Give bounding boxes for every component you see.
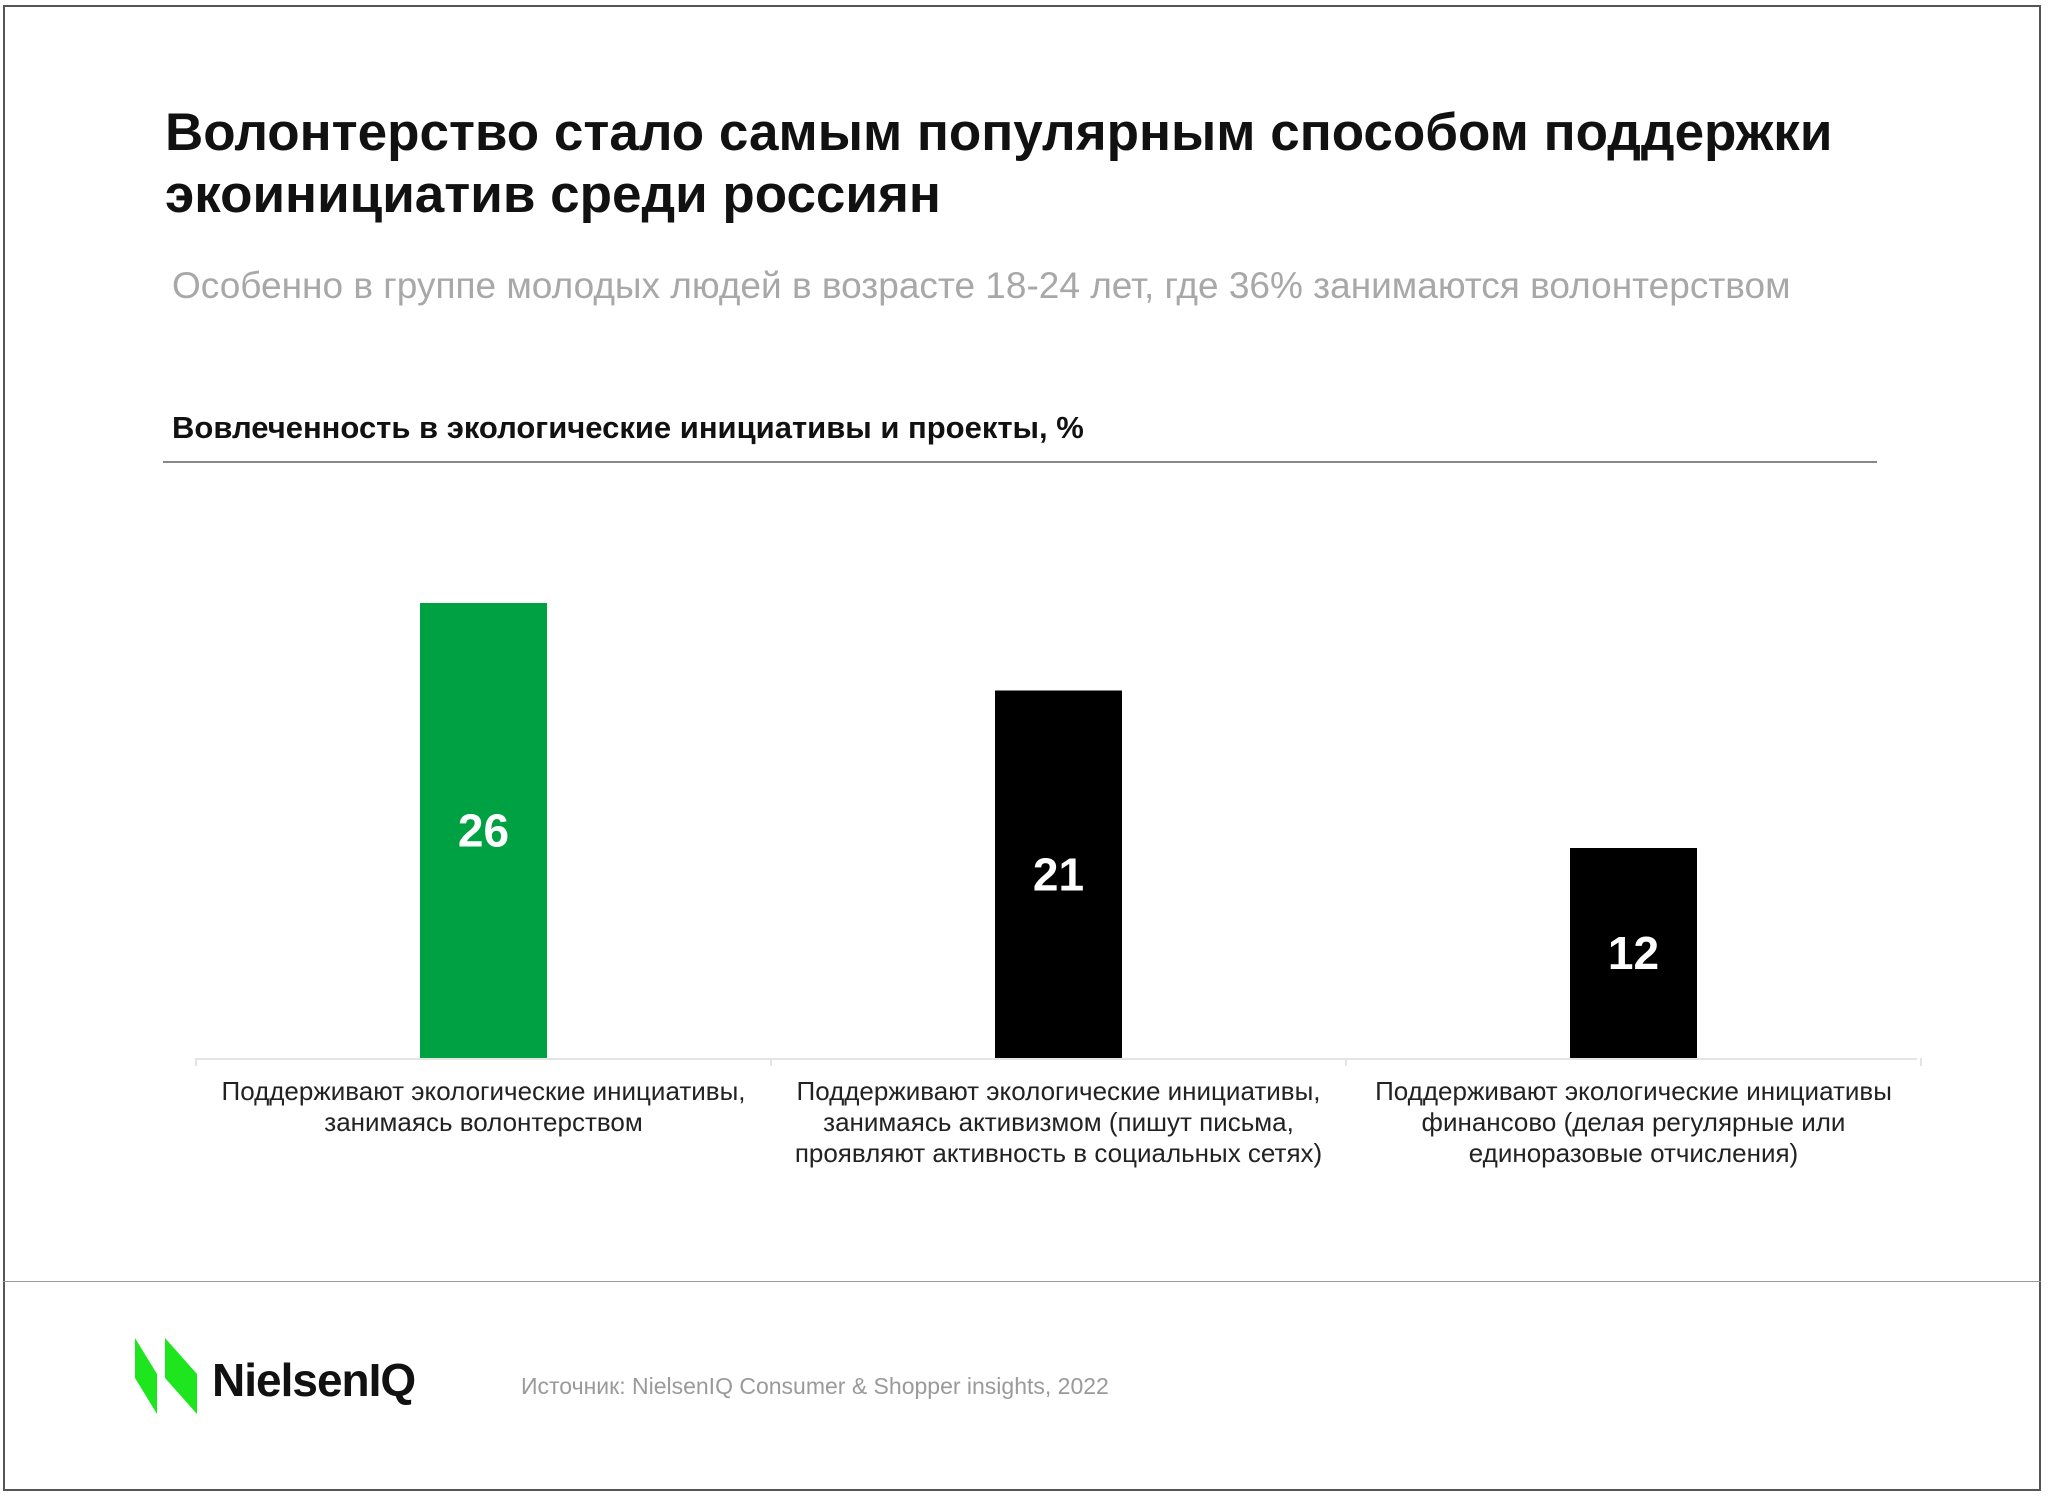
bar (420, 603, 547, 1058)
slide-frame (3, 5, 2041, 1491)
source-note: Источник: NielsenIQ Consumer & Shopper i… (521, 1373, 1109, 1399)
data-label: 26 (458, 805, 509, 857)
title-divider (163, 461, 1877, 463)
bar (995, 690, 1122, 1058)
slide-subtitle: Особенно в группе молодых людей в возрас… (172, 265, 1791, 306)
category-label: Поддерживают экологические инициативы, з… (221, 1076, 746, 1137)
nielseniq-logo-icon (135, 1338, 197, 1414)
category-label: Поддерживают экологические инициативы, з… (794, 1076, 1323, 1168)
bar (1570, 848, 1697, 1058)
logo-text: NielsenIQ (212, 1354, 416, 1406)
slide-title: Волонтерство стало самым популярным спос… (165, 103, 1833, 224)
category-label: Поддерживают экологические инициативы фи… (1375, 1076, 1892, 1168)
data-label: 21 (1033, 848, 1084, 900)
data-label: 12 (1608, 927, 1659, 979)
chart-title: Вовлеченность в экологические инициативы… (172, 410, 1084, 445)
footer-divider (3, 1281, 2041, 1282)
